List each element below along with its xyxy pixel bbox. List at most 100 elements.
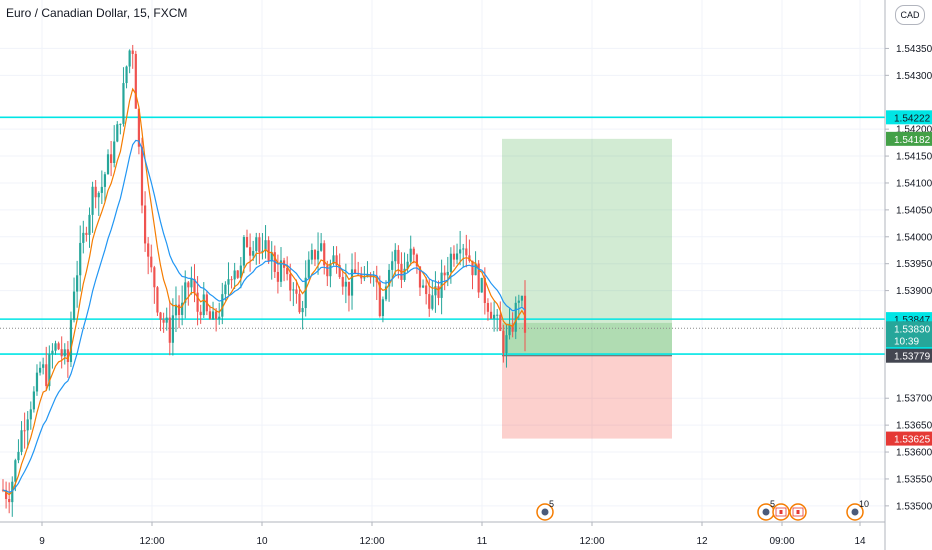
candle-body bbox=[276, 271, 279, 282]
candle-body bbox=[505, 335, 508, 354]
candle-body bbox=[174, 304, 178, 316]
candle-body bbox=[17, 451, 20, 461]
candle-body bbox=[20, 430, 23, 452]
candle-body bbox=[493, 314, 496, 319]
candle-body bbox=[125, 66, 128, 84]
candle-body bbox=[140, 146, 144, 206]
candle-body bbox=[208, 311, 212, 320]
candle-body bbox=[32, 391, 35, 410]
candle-body bbox=[455, 253, 459, 260]
price-axis-bg bbox=[885, 0, 932, 550]
candle-body bbox=[227, 279, 230, 285]
position-zones bbox=[502, 138, 672, 439]
y-tick-label: 1.53600 bbox=[896, 448, 932, 459]
candle-body bbox=[116, 124, 119, 142]
x-tick-label: 11 bbox=[477, 536, 488, 547]
canada-flag-leaf bbox=[779, 510, 783, 514]
candle-body bbox=[143, 205, 147, 244]
candle-body bbox=[190, 278, 193, 288]
candle-body bbox=[153, 267, 156, 288]
candle-body bbox=[106, 154, 110, 175]
candle-body bbox=[79, 242, 82, 276]
y-tick-label: 1.54000 bbox=[896, 232, 932, 243]
candle-body bbox=[113, 141, 116, 163]
candle-body bbox=[425, 285, 428, 295]
candle-body bbox=[187, 282, 190, 288]
candle-body bbox=[8, 499, 11, 503]
candle-body bbox=[57, 343, 60, 350]
price-marker-label: 1.53625 bbox=[894, 435, 931, 446]
candle-body bbox=[184, 282, 187, 303]
candle-body bbox=[511, 324, 514, 332]
horizontal-levels bbox=[0, 116, 885, 355]
candle-body bbox=[69, 319, 73, 363]
y-tick-label: 1.53950 bbox=[896, 259, 932, 270]
candle-body bbox=[489, 311, 493, 319]
candle-body bbox=[26, 419, 29, 431]
candle-body bbox=[233, 270, 236, 280]
candle-body bbox=[128, 50, 131, 67]
candle-body bbox=[35, 372, 39, 392]
x-tick-label: 14 bbox=[854, 536, 866, 547]
price-marker-label: 10:39 bbox=[894, 337, 919, 348]
candle-body bbox=[384, 286, 388, 300]
candle-body bbox=[261, 250, 264, 253]
price-marker-label: 1.54222 bbox=[894, 113, 931, 124]
candle-body bbox=[310, 250, 313, 260]
candle-body bbox=[332, 255, 335, 264]
candle-body bbox=[363, 277, 366, 279]
calendar-event-icon-dot bbox=[851, 508, 859, 516]
candle-body bbox=[316, 250, 320, 260]
candle-body bbox=[267, 240, 270, 262]
price-marker-label: 1.53779 bbox=[894, 352, 931, 363]
event-badges: 5 5 10 bbox=[536, 499, 869, 521]
candle-body bbox=[97, 192, 100, 198]
candle-body bbox=[224, 284, 227, 295]
candle-body bbox=[520, 295, 524, 301]
price-marker-stop bbox=[886, 431, 932, 446]
candle-body bbox=[168, 317, 171, 343]
candle-body bbox=[38, 367, 42, 373]
candle-body bbox=[159, 312, 162, 320]
candle-body bbox=[48, 354, 51, 387]
x-tick-label: 9 bbox=[39, 536, 45, 547]
time-axis-bg bbox=[0, 522, 932, 550]
candle-body bbox=[131, 50, 134, 54]
y-tick-label: 1.54050 bbox=[896, 205, 932, 216]
candle-body bbox=[196, 292, 199, 312]
y-tick-label: 1.53550 bbox=[896, 474, 932, 485]
candle-body bbox=[409, 248, 412, 262]
candle-body bbox=[91, 186, 94, 215]
y-tick-label: 1.53900 bbox=[896, 286, 932, 297]
x-tick-label: 12 bbox=[696, 536, 708, 547]
candle-body bbox=[431, 295, 434, 309]
candle-body bbox=[193, 278, 196, 293]
candle-body bbox=[446, 271, 449, 276]
candle-body bbox=[415, 254, 418, 267]
candle-body bbox=[76, 275, 79, 292]
candle-body bbox=[406, 261, 409, 269]
candle-body bbox=[279, 260, 283, 282]
canada-flag-leaf bbox=[796, 510, 800, 514]
candle-body bbox=[474, 263, 477, 276]
candle-body bbox=[239, 265, 242, 278]
ma-fast bbox=[2, 87, 526, 496]
candle-body bbox=[100, 186, 103, 193]
candle-body bbox=[156, 287, 159, 313]
loss-zone bbox=[502, 355, 672, 439]
x-tick-label: 12:00 bbox=[359, 536, 384, 547]
candle-body bbox=[449, 253, 452, 272]
candle-body bbox=[23, 430, 26, 432]
candle-body bbox=[452, 253, 456, 260]
candle-body bbox=[255, 237, 258, 252]
candle-body bbox=[486, 303, 490, 312]
price-marker-line bbox=[886, 110, 932, 125]
price-marker-entry bbox=[886, 348, 932, 363]
currency-badge[interactable]: CAD bbox=[895, 5, 925, 25]
candle-body bbox=[66, 349, 69, 363]
candle-body bbox=[264, 240, 267, 251]
x-tick-label: 09:00 bbox=[769, 536, 794, 547]
candle-body bbox=[514, 302, 517, 332]
